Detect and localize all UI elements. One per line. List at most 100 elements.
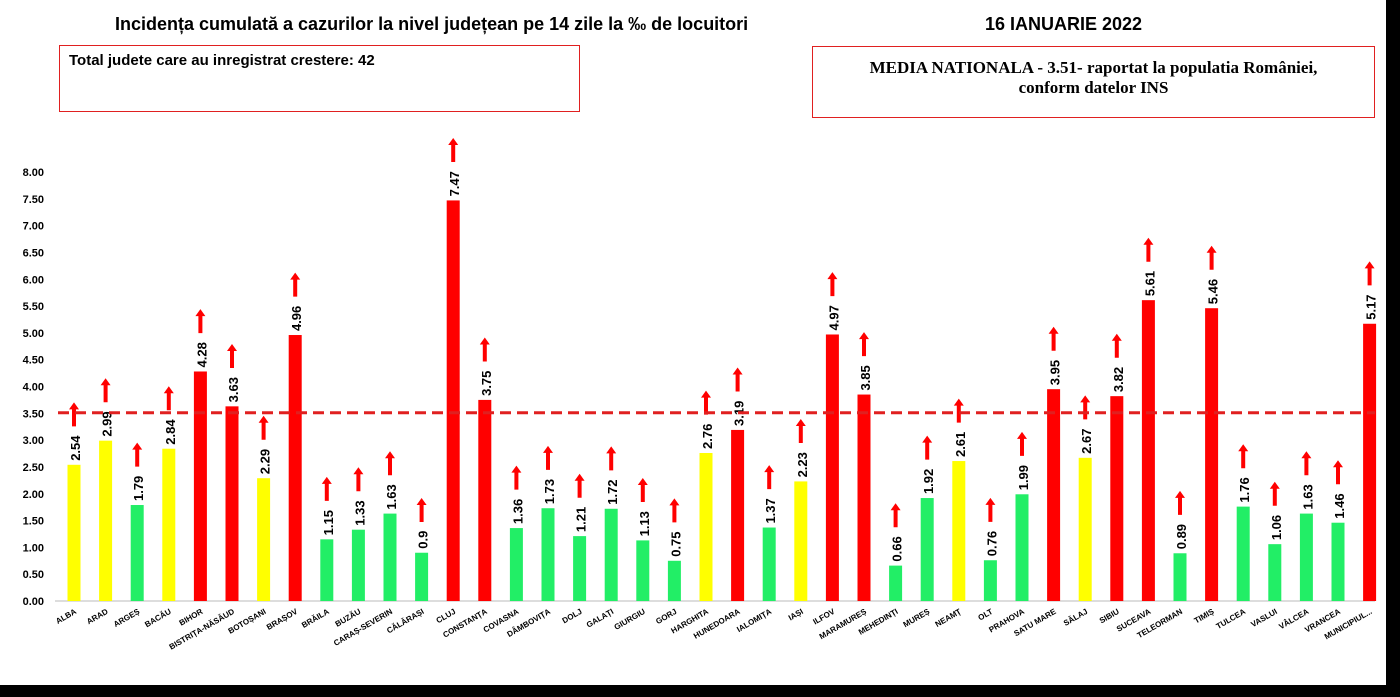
- bar-v-lcea: [1299, 513, 1313, 601]
- data-label: 1.63: [384, 484, 399, 509]
- chart-title: Incidența cumulată a cazurilor la nivel …: [115, 14, 749, 34]
- y-tick-label: 3.50: [23, 408, 44, 420]
- bar-ilfov: [825, 334, 839, 601]
- data-label: 2.76: [700, 424, 715, 449]
- national-average-box: MEDIA NATIONALA - 3.51- raportat la popu…: [812, 46, 1375, 118]
- up-arrow-icon: [764, 465, 775, 490]
- bar-cara-severin: [383, 513, 397, 601]
- category-label: CLUJ: [435, 607, 458, 625]
- data-label: 3.95: [1048, 360, 1063, 385]
- bar-giurgiu: [636, 540, 650, 601]
- up-arrow-icon: [69, 402, 79, 427]
- bar-mehedin-i: [889, 565, 903, 601]
- y-tick-label: 5.50: [23, 301, 44, 313]
- up-arrow-icon: [1238, 444, 1249, 469]
- up-arrow-icon: [637, 478, 648, 503]
- data-label: 2.23: [795, 452, 810, 477]
- up-arrow-icon: [416, 497, 427, 522]
- up-arrow-icon: [1175, 490, 1185, 515]
- bar-mure-: [920, 498, 934, 601]
- y-tick-label: 4.50: [23, 355, 44, 367]
- data-label: 2.99: [100, 411, 115, 436]
- data-label: 5.46: [1206, 279, 1221, 304]
- data-label: 1.36: [510, 499, 525, 524]
- up-arrow-icon: [1301, 451, 1312, 476]
- national-average-line1: MEDIA NATIONALA - 3.51- raportat la popu…: [869, 58, 1318, 77]
- y-tick-label: 6.00: [23, 274, 44, 286]
- category-label: GIURGIU: [613, 607, 647, 632]
- up-arrow-icon: [1143, 237, 1154, 262]
- data-label: 2.29: [258, 449, 273, 474]
- data-label: 3.82: [1111, 367, 1126, 392]
- bar-municipiul-: [1363, 323, 1377, 601]
- up-arrow-icon: [890, 503, 901, 528]
- bar-prahova: [1015, 494, 1029, 601]
- category-label: BRAȘOV: [265, 607, 300, 632]
- bar-harghita: [699, 452, 713, 601]
- category-label: GALAȚI: [585, 607, 615, 630]
- data-label: 2.54: [68, 435, 83, 461]
- data-label: 0.9: [416, 531, 431, 549]
- data-label: 1.63: [1300, 484, 1315, 509]
- category-label: ARGEȘ: [112, 607, 142, 629]
- bar-s-laj: [1078, 457, 1092, 601]
- data-label: 5.61: [1142, 271, 1157, 296]
- bar-bistri-a-n-s-ud: [225, 406, 239, 601]
- bar-c-l-ra-i: [415, 552, 429, 601]
- bar-br-ila: [320, 539, 334, 601]
- data-label: 5.17: [1364, 294, 1379, 319]
- up-arrow-icon: [859, 332, 869, 357]
- up-arrow-icon: [448, 138, 459, 163]
- bar-bra-ov: [288, 335, 302, 601]
- data-label: 0.76: [984, 531, 999, 556]
- bar-hunedoara: [731, 429, 745, 601]
- category-label: IALOMIȚA: [735, 607, 773, 634]
- data-label: 2.61: [953, 432, 968, 457]
- y-tick-label: 7.00: [23, 221, 44, 233]
- report-date: 16 IANUARIE 2022: [985, 14, 1143, 34]
- bar-satu-mare: [1047, 389, 1061, 601]
- data-label: 0.89: [1174, 524, 1189, 549]
- up-arrow-icon: [479, 337, 490, 362]
- up-arrow-icon: [1017, 431, 1027, 456]
- up-arrow-icon: [290, 272, 301, 297]
- up-arrow-icon: [574, 473, 585, 498]
- category-label: TULCEA: [1215, 607, 1248, 631]
- data-label: 7.47: [447, 171, 462, 196]
- up-arrow-icon: [732, 367, 743, 392]
- up-arrow-icon: [953, 398, 964, 423]
- bar-olt: [983, 560, 997, 601]
- up-arrow-icon: [543, 445, 553, 470]
- bar-boto-ani: [257, 478, 271, 601]
- category-label: SIBIU: [1098, 607, 1121, 626]
- y-tick-label: 2.50: [23, 462, 44, 474]
- data-label: 1.46: [1332, 493, 1347, 518]
- data-label: 1.13: [637, 511, 652, 536]
- up-arrow-icon: [195, 309, 206, 334]
- data-label: 3.63: [226, 377, 241, 402]
- up-arrow-icon: [100, 378, 111, 403]
- up-arrow-icon: [1364, 261, 1375, 286]
- y-tick-label: 3.00: [23, 435, 44, 447]
- up-arrow-icon: [258, 415, 269, 440]
- data-label: 1.72: [605, 479, 620, 504]
- up-arrow-icon: [385, 451, 395, 476]
- y-tick-label: 0.50: [23, 569, 44, 581]
- national-average-line2: conform datelor INS: [1018, 78, 1169, 97]
- y-tick-label: 6.50: [23, 247, 44, 259]
- up-arrow-icon: [985, 497, 996, 522]
- data-label: 1.33: [352, 500, 367, 525]
- category-label: BACĂU: [143, 607, 173, 629]
- data-label: 1.92: [921, 469, 936, 494]
- bar-vrancea: [1331, 522, 1345, 601]
- bar-bac-u: [162, 448, 176, 601]
- bar-d-mbovi-a: [541, 508, 555, 601]
- category-label: NEAMȚ: [934, 607, 963, 629]
- up-arrow-icon: [511, 465, 522, 490]
- data-label: 2.67: [1079, 429, 1094, 454]
- bar-cluj: [446, 200, 460, 601]
- bar-buz-u: [351, 529, 365, 601]
- category-label: MUREȘ: [902, 607, 932, 630]
- data-label: 1.37: [763, 498, 778, 523]
- y-tick-label: 4.00: [23, 382, 44, 394]
